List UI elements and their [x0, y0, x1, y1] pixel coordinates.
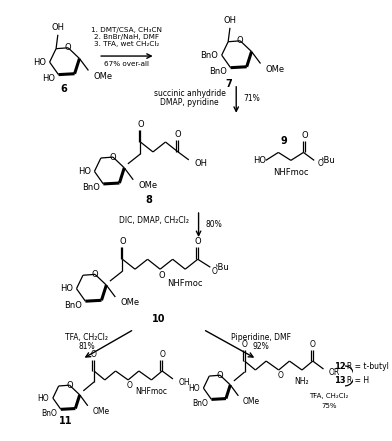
- Text: O: O: [211, 267, 217, 276]
- Text: O: O: [119, 237, 126, 246]
- Text: 81%: 81%: [78, 342, 95, 351]
- Text: BnO: BnO: [64, 301, 82, 310]
- Text: succinic anhydride: succinic anhydride: [154, 90, 225, 98]
- Text: 11: 11: [59, 416, 73, 426]
- Text: 1. DMT/CSA, CH₃CN: 1. DMT/CSA, CH₃CN: [91, 27, 162, 33]
- Text: 8: 8: [146, 195, 153, 205]
- Text: NH₂: NH₂: [295, 377, 309, 386]
- Text: OMe: OMe: [266, 65, 285, 74]
- Text: Piperidine, DMF: Piperidine, DMF: [231, 333, 291, 342]
- Text: O: O: [310, 340, 316, 349]
- Text: 80%: 80%: [206, 220, 223, 229]
- Text: 67% over-all: 67% over-all: [104, 61, 149, 67]
- Text: 75%: 75%: [321, 403, 337, 409]
- Text: O: O: [66, 381, 73, 390]
- Text: OMe: OMe: [139, 181, 158, 190]
- Text: OMe: OMe: [92, 407, 109, 416]
- Text: O: O: [137, 120, 144, 129]
- Text: HO: HO: [188, 384, 200, 392]
- Text: HO: HO: [253, 156, 266, 165]
- Text: O: O: [194, 237, 201, 246]
- Text: 7: 7: [226, 79, 232, 89]
- Text: DIC, DMAP, CH₂Cl₂: DIC, DMAP, CH₂Cl₂: [119, 216, 189, 224]
- Text: O: O: [91, 350, 97, 359]
- Text: 9: 9: [280, 135, 287, 146]
- Text: OMe: OMe: [121, 299, 140, 307]
- Text: : R = H: : R = H: [342, 377, 369, 385]
- Text: OH: OH: [51, 23, 64, 32]
- Text: HO: HO: [42, 74, 55, 83]
- Text: NHFmoc: NHFmoc: [273, 168, 309, 177]
- Text: O: O: [318, 159, 324, 168]
- Text: OH: OH: [223, 16, 236, 26]
- Text: OMe: OMe: [243, 397, 260, 406]
- Text: 12: 12: [334, 362, 346, 370]
- Text: HO: HO: [78, 167, 91, 176]
- Text: HO: HO: [38, 393, 49, 403]
- Text: 10: 10: [151, 314, 165, 325]
- Text: O: O: [217, 371, 223, 380]
- Text: O: O: [159, 350, 165, 359]
- Text: OH: OH: [194, 159, 207, 168]
- Text: 13: 13: [334, 377, 346, 385]
- Text: O: O: [175, 130, 181, 138]
- Text: 92%: 92%: [253, 342, 270, 351]
- Text: ᵗBu: ᵗBu: [216, 263, 229, 272]
- Text: BnO: BnO: [42, 409, 57, 418]
- Text: O: O: [110, 153, 116, 161]
- Text: 6: 6: [61, 84, 67, 94]
- Text: : R = t-butyl: : R = t-butyl: [342, 362, 389, 370]
- Text: O: O: [127, 381, 133, 390]
- Text: OH: OH: [178, 378, 190, 388]
- Text: DMAP, pyridine: DMAP, pyridine: [160, 98, 219, 107]
- Text: BnO: BnO: [192, 399, 208, 408]
- Text: O: O: [242, 340, 248, 349]
- Text: BnO: BnO: [209, 67, 227, 76]
- Text: O: O: [65, 43, 71, 52]
- Text: O: O: [92, 270, 98, 279]
- Text: BnO: BnO: [82, 183, 100, 192]
- Text: O: O: [278, 371, 283, 381]
- Text: 71%: 71%: [243, 94, 260, 103]
- Text: TFA, CH₂Cl₂: TFA, CH₂Cl₂: [309, 393, 348, 399]
- Text: OR: OR: [329, 369, 340, 377]
- Text: TFA, CH₂Cl₂: TFA, CH₂Cl₂: [65, 333, 108, 342]
- Text: O: O: [159, 271, 165, 280]
- Text: OMe: OMe: [94, 72, 113, 81]
- Text: NHFmoc: NHFmoc: [135, 387, 167, 396]
- Text: NHFmoc: NHFmoc: [167, 279, 203, 288]
- Text: BnO: BnO: [200, 51, 218, 60]
- Text: O: O: [301, 131, 308, 140]
- Text: 2. BnBr/NaH, DMF: 2. BnBr/NaH, DMF: [94, 34, 160, 40]
- Text: O: O: [237, 36, 243, 45]
- Text: 3. TFA, wet CH₂Cl₂: 3. TFA, wet CH₂Cl₂: [94, 41, 160, 47]
- Text: HO: HO: [60, 284, 73, 293]
- Text: ᵗBu: ᵗBu: [321, 156, 335, 165]
- Text: HO: HO: [33, 58, 46, 67]
